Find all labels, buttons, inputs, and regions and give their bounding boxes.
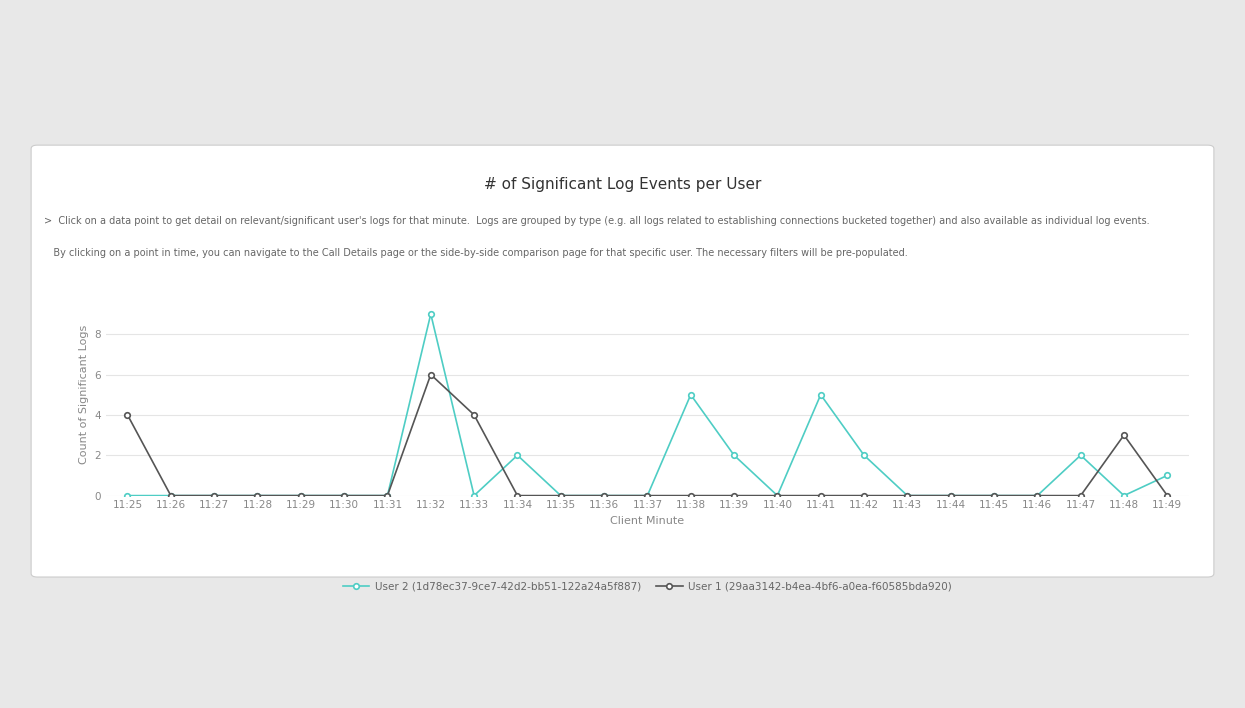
User 2 (1d78ec37-9ce7-42d2-bb51-122a24a5f887) [1073, 451, 1088, 459]
User 1 (29aa3142-b4ea-4bf6-a0ea-f60585bda920) [250, 491, 265, 500]
User 1 (29aa3142-b4ea-4bf6-a0ea-f60585bda920) [986, 491, 1001, 500]
User 2 (1d78ec37-9ce7-42d2-bb51-122a24a5f887) [1160, 472, 1175, 480]
User 1 (29aa3142-b4ea-4bf6-a0ea-f60585bda920) [596, 491, 611, 500]
Text: # of Significant Log Events per User: # of Significant Log Events per User [484, 177, 761, 192]
User 1 (29aa3142-b4ea-4bf6-a0ea-f60585bda920) [510, 491, 525, 500]
User 2 (1d78ec37-9ce7-42d2-bb51-122a24a5f887) [596, 491, 611, 500]
User 2 (1d78ec37-9ce7-42d2-bb51-122a24a5f887) [640, 491, 655, 500]
Text: >  Click on a data point to get detail on relevant/significant user's logs for t: > Click on a data point to get detail on… [44, 216, 1149, 226]
User 2 (1d78ec37-9ce7-42d2-bb51-122a24a5f887) [336, 491, 351, 500]
User 1 (29aa3142-b4ea-4bf6-a0ea-f60585bda920) [423, 370, 438, 379]
X-axis label: Client Minute: Client Minute [610, 516, 685, 526]
User 2 (1d78ec37-9ce7-42d2-bb51-122a24a5f887) [467, 491, 482, 500]
User 2 (1d78ec37-9ce7-42d2-bb51-122a24a5f887) [207, 491, 222, 500]
User 2 (1d78ec37-9ce7-42d2-bb51-122a24a5f887) [684, 391, 698, 399]
User 1 (29aa3142-b4ea-4bf6-a0ea-f60585bda920) [553, 491, 568, 500]
User 2 (1d78ec37-9ce7-42d2-bb51-122a24a5f887) [163, 491, 178, 500]
User 2 (1d78ec37-9ce7-42d2-bb51-122a24a5f887) [986, 491, 1001, 500]
User 1 (29aa3142-b4ea-4bf6-a0ea-f60585bda920) [769, 491, 784, 500]
User 1 (29aa3142-b4ea-4bf6-a0ea-f60585bda920) [1117, 430, 1132, 439]
User 2 (1d78ec37-9ce7-42d2-bb51-122a24a5f887) [380, 491, 395, 500]
User 1 (29aa3142-b4ea-4bf6-a0ea-f60585bda920) [120, 411, 134, 419]
User 2 (1d78ec37-9ce7-42d2-bb51-122a24a5f887) [423, 310, 438, 319]
User 2 (1d78ec37-9ce7-42d2-bb51-122a24a5f887) [1117, 491, 1132, 500]
User 1 (29aa3142-b4ea-4bf6-a0ea-f60585bda920) [727, 491, 742, 500]
User 1 (29aa3142-b4ea-4bf6-a0ea-f60585bda920) [900, 491, 915, 500]
User 2 (1d78ec37-9ce7-42d2-bb51-122a24a5f887) [944, 491, 959, 500]
User 2 (1d78ec37-9ce7-42d2-bb51-122a24a5f887) [900, 491, 915, 500]
User 1 (29aa3142-b4ea-4bf6-a0ea-f60585bda920) [380, 491, 395, 500]
User 1 (29aa3142-b4ea-4bf6-a0ea-f60585bda920) [1073, 491, 1088, 500]
User 1 (29aa3142-b4ea-4bf6-a0ea-f60585bda920) [684, 491, 698, 500]
User 1 (29aa3142-b4ea-4bf6-a0ea-f60585bda920) [1160, 491, 1175, 500]
User 2 (1d78ec37-9ce7-42d2-bb51-122a24a5f887) [120, 491, 134, 500]
Legend: User 2 (1d78ec37-9ce7-42d2-bb51-122a24a5f887), User 1 (29aa3142-b4ea-4bf6-a0ea-f: User 2 (1d78ec37-9ce7-42d2-bb51-122a24a5… [339, 578, 956, 596]
Line: User 2 (1d78ec37-9ce7-42d2-bb51-122a24a5f887): User 2 (1d78ec37-9ce7-42d2-bb51-122a24a5… [124, 312, 1170, 498]
Text: By clicking on a point in time, you can navigate to the Call Details page or the: By clicking on a point in time, you can … [44, 248, 908, 258]
User 2 (1d78ec37-9ce7-42d2-bb51-122a24a5f887) [294, 491, 309, 500]
User 2 (1d78ec37-9ce7-42d2-bb51-122a24a5f887) [727, 451, 742, 459]
User 1 (29aa3142-b4ea-4bf6-a0ea-f60585bda920) [640, 491, 655, 500]
User 1 (29aa3142-b4ea-4bf6-a0ea-f60585bda920) [813, 491, 828, 500]
User 1 (29aa3142-b4ea-4bf6-a0ea-f60585bda920) [294, 491, 309, 500]
Line: User 1 (29aa3142-b4ea-4bf6-a0ea-f60585bda920): User 1 (29aa3142-b4ea-4bf6-a0ea-f60585bd… [124, 372, 1170, 498]
User 2 (1d78ec37-9ce7-42d2-bb51-122a24a5f887) [813, 391, 828, 399]
User 1 (29aa3142-b4ea-4bf6-a0ea-f60585bda920) [207, 491, 222, 500]
User 2 (1d78ec37-9ce7-42d2-bb51-122a24a5f887) [857, 451, 872, 459]
User 2 (1d78ec37-9ce7-42d2-bb51-122a24a5f887) [769, 491, 784, 500]
User 1 (29aa3142-b4ea-4bf6-a0ea-f60585bda920) [944, 491, 959, 500]
User 1 (29aa3142-b4ea-4bf6-a0ea-f60585bda920) [163, 491, 178, 500]
User 2 (1d78ec37-9ce7-42d2-bb51-122a24a5f887) [553, 491, 568, 500]
User 1 (29aa3142-b4ea-4bf6-a0ea-f60585bda920) [1030, 491, 1045, 500]
User 1 (29aa3142-b4ea-4bf6-a0ea-f60585bda920) [336, 491, 351, 500]
User 1 (29aa3142-b4ea-4bf6-a0ea-f60585bda920) [857, 491, 872, 500]
Y-axis label: Count of Significant Logs: Count of Significant Logs [78, 325, 88, 464]
User 2 (1d78ec37-9ce7-42d2-bb51-122a24a5f887) [1030, 491, 1045, 500]
User 1 (29aa3142-b4ea-4bf6-a0ea-f60585bda920) [467, 411, 482, 419]
User 2 (1d78ec37-9ce7-42d2-bb51-122a24a5f887) [510, 451, 525, 459]
User 2 (1d78ec37-9ce7-42d2-bb51-122a24a5f887) [250, 491, 265, 500]
